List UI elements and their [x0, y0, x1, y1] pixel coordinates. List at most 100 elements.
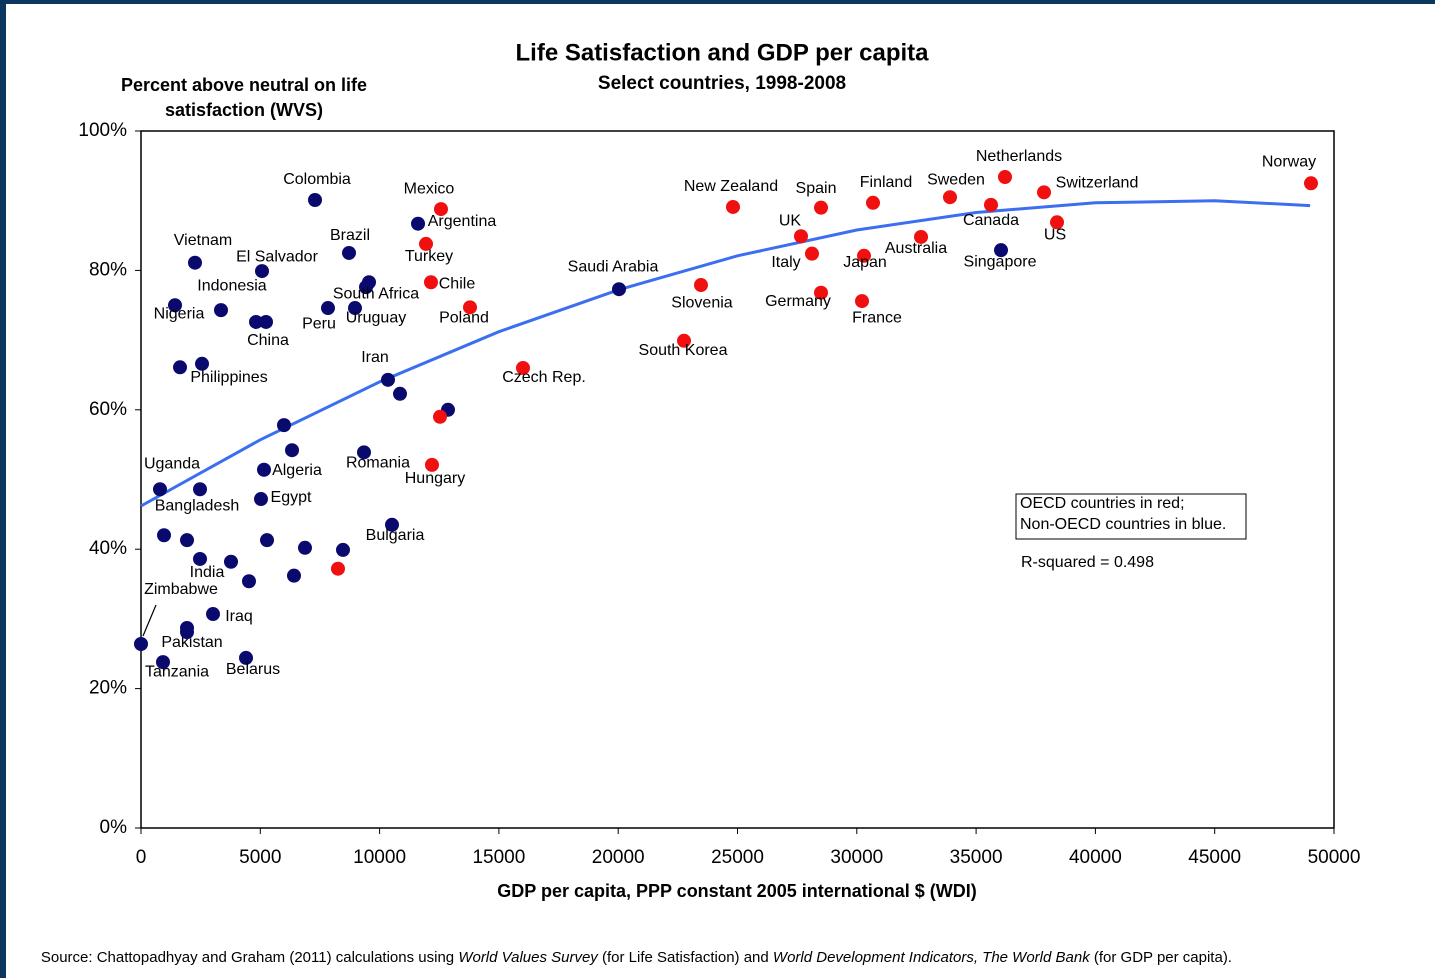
point-label: Belarus — [226, 661, 280, 678]
point — [223, 554, 238, 569]
point — [1050, 215, 1065, 230]
point — [424, 457, 439, 472]
point-label: US — [1044, 227, 1066, 244]
point-label: France — [852, 309, 902, 326]
x-tick-label: 20000 — [592, 847, 645, 868]
x-tick-label: 50000 — [1308, 847, 1361, 868]
source-note: Source: Chattopadhyay and Graham (2011) … — [20, 949, 1245, 966]
point — [256, 462, 271, 477]
point — [276, 418, 291, 433]
point — [134, 636, 148, 651]
trend-line — [140, 199, 1311, 508]
point-label: South Africa — [333, 285, 419, 302]
point-label: Slovenia — [671, 294, 732, 311]
x-tick-label: 30000 — [830, 847, 883, 868]
point-label: Iran — [361, 349, 389, 366]
leader-line — [142, 604, 157, 637]
point — [385, 517, 400, 532]
x-tick-label: 40000 — [1069, 847, 1122, 868]
point-label: Argentina — [428, 213, 497, 230]
point-label: Saudi Arabia — [568, 258, 659, 275]
point — [725, 199, 740, 214]
x-tick-label: 25000 — [711, 847, 764, 868]
point — [206, 607, 221, 622]
x-tick-label: 0 — [136, 847, 147, 868]
point — [423, 275, 438, 290]
point — [983, 197, 998, 212]
point — [914, 229, 929, 244]
point — [612, 282, 627, 297]
point — [297, 540, 312, 555]
point — [677, 333, 692, 348]
point — [260, 533, 275, 548]
point — [1037, 185, 1052, 200]
point — [432, 409, 447, 424]
point — [857, 248, 872, 263]
point-label: Algeria — [272, 462, 322, 479]
point — [330, 561, 345, 576]
point — [239, 650, 254, 665]
point — [193, 482, 208, 497]
point — [419, 236, 434, 251]
point-label: Australia — [885, 240, 947, 257]
point — [693, 278, 708, 293]
point-label: Canada — [963, 212, 1019, 229]
source-text: (for GDP per capita). — [1090, 949, 1232, 966]
y-axis-label: Percent above neutral on life — [121, 75, 367, 95]
point — [168, 298, 183, 313]
point-label: Finland — [860, 174, 912, 191]
x-tick-label: 10000 — [353, 847, 406, 868]
point — [157, 528, 172, 543]
y-tick-label: 0% — [100, 817, 128, 838]
point-label: UK — [779, 212, 802, 229]
source-text: World Values Survey — [458, 949, 599, 966]
point-label: El Salvador — [236, 248, 318, 265]
point-label: Sweden — [927, 171, 985, 188]
source-text: (for Life Satisfaction) and — [598, 949, 773, 966]
point — [285, 443, 300, 458]
point — [155, 655, 170, 670]
point-label: Peru — [302, 315, 336, 332]
point-label: Norway — [1262, 153, 1316, 170]
annotation: OECD countries in red; — [1020, 495, 1185, 512]
point-label: Philippines — [190, 369, 267, 386]
y-axis-label: satisfaction (WVS) — [165, 100, 323, 120]
point — [193, 551, 208, 566]
point-label: Romania — [346, 455, 410, 472]
point — [308, 193, 323, 208]
point — [997, 170, 1012, 185]
background — [6, 4, 1435, 978]
point — [152, 482, 167, 497]
point-label: Hungary — [405, 470, 465, 487]
annotation-box — [1015, 493, 1247, 540]
point — [187, 255, 202, 270]
point-label: Iraq — [225, 608, 253, 625]
point-label: Vietnam — [174, 232, 232, 249]
point — [463, 300, 478, 315]
point-label: Chile — [439, 275, 476, 292]
point-label: Italy — [771, 254, 800, 271]
source-text: World Development Indicators, The World … — [773, 949, 1091, 966]
y-tick-label: 100% — [78, 120, 127, 141]
x-tick-label: 15000 — [472, 847, 525, 868]
point — [411, 216, 426, 231]
point-label: Uruguay — [346, 309, 406, 326]
x-tick-label: 35000 — [950, 847, 1003, 868]
point-label: Netherlands — [976, 148, 1062, 165]
y-tick-label: 80% — [89, 259, 127, 280]
point — [342, 245, 357, 260]
point-label: Bangladesh — [155, 497, 240, 514]
point — [335, 542, 350, 557]
point-label: Bulgaria — [366, 527, 425, 544]
point-label: China — [247, 332, 289, 349]
y-tick-label: 20% — [89, 678, 127, 699]
point — [804, 246, 819, 261]
point — [380, 372, 395, 387]
chart-subtitle: Select countries, 1998-2008 — [598, 73, 846, 94]
point — [1303, 176, 1318, 191]
point — [814, 200, 829, 215]
point-label: Egypt — [271, 489, 312, 506]
point — [173, 360, 188, 375]
